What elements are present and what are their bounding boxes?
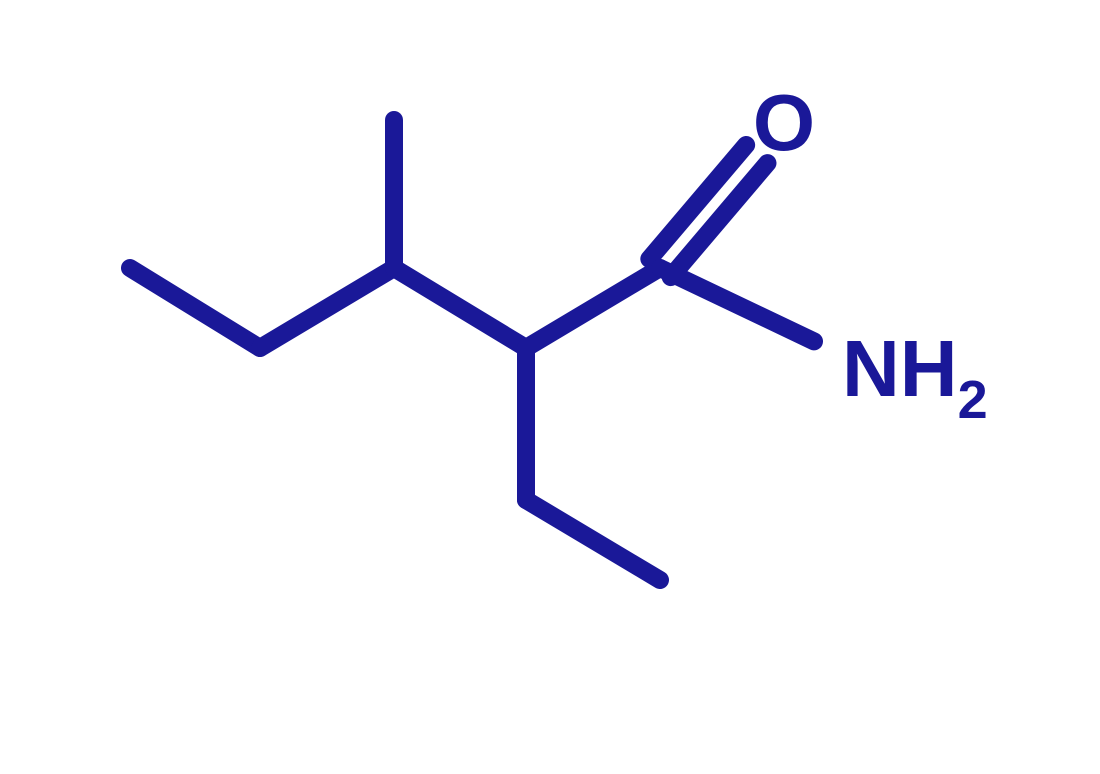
- bond: [526, 500, 660, 580]
- atom-label: NH2: [842, 324, 988, 430]
- bond: [130, 268, 260, 348]
- labels-layer: O NH2: [753, 78, 988, 430]
- molecule-diagram: O NH2: [0, 0, 1100, 774]
- bond: [526, 268, 660, 348]
- bond: [394, 268, 526, 348]
- bonds-layer: [130, 120, 814, 580]
- bond: [260, 268, 394, 348]
- bond: [660, 268, 814, 341]
- atom-label: O: [753, 78, 815, 167]
